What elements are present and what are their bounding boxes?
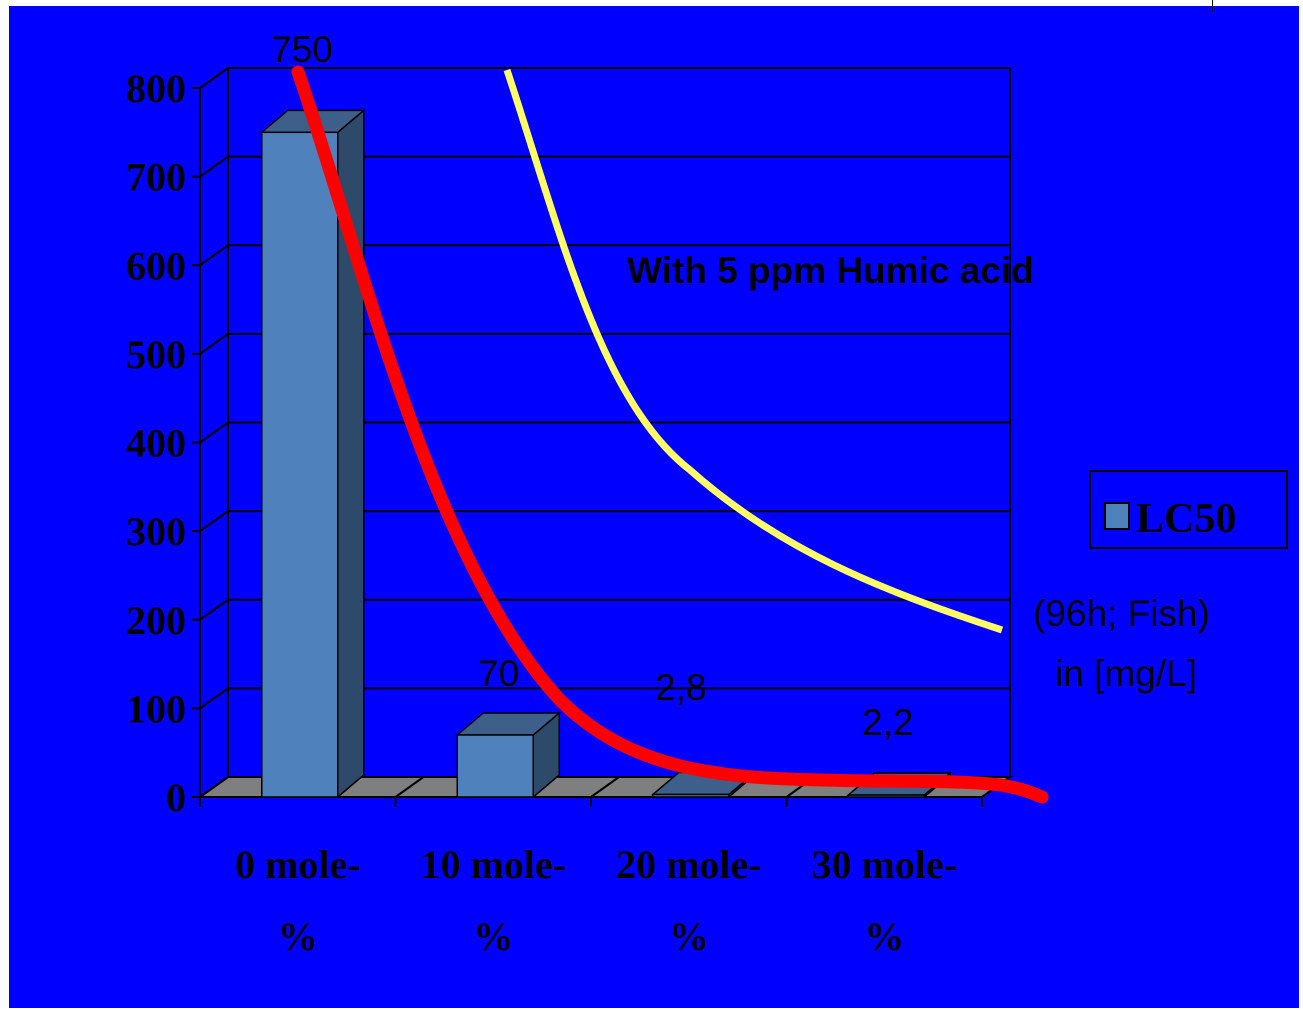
- floor-divider-0: [199, 776, 229, 798]
- unit-annotation-line2: in [mg/L]: [1055, 653, 1197, 694]
- humic-acid-annotation: With 5 ppm Humic acid: [627, 250, 1034, 291]
- floor-divider-2: [590, 776, 620, 798]
- ytick-label-400: 400: [126, 421, 186, 466]
- data-label-2: 2,8: [655, 667, 706, 708]
- bar-front-0: [261, 131, 339, 798]
- xtick-label-1-1: %: [473, 914, 513, 959]
- bar-1: [455, 711, 562, 799]
- slide-edge-mark: [1212, 0, 1213, 12]
- floor-divider-1: [394, 776, 425, 798]
- gridline-side-300: [199, 510, 229, 532]
- ytick-label-300: 300: [126, 509, 186, 554]
- ytick-label-0: 0: [166, 775, 186, 820]
- ytick-label-600: 600: [126, 243, 186, 288]
- xtick-label-0-1: %: [278, 914, 318, 959]
- gridline-side-500: [199, 333, 229, 355]
- bars-layer: [259, 108, 953, 799]
- gridline-side-700: [199, 155, 229, 178]
- x-axis-ticks: 0 mole-% 10 mole-% 20 mole-% 30 mole-%: [235, 842, 957, 959]
- ytick-label-800: 800: [126, 66, 186, 111]
- legend: LC50: [1089, 470, 1288, 549]
- legend-box: [1089, 470, 1288, 549]
- data-label-3: 2,2: [862, 702, 913, 743]
- gridline-side-200: [199, 598, 229, 621]
- red-trend-curve: [291, 65, 1049, 804]
- xtick-label-0-0: 0 mole-: [235, 842, 361, 887]
- gridline-side-100: [199, 687, 229, 710]
- curves-layer: [291, 65, 1049, 804]
- bar-front-3: [847, 794, 925, 798]
- ytick-label-100: 100: [126, 686, 186, 731]
- xtick-label-3-0: 30 mole-: [811, 842, 957, 887]
- xtick-label-2-0: 20 mole-: [616, 842, 762, 887]
- bar-0: [259, 108, 366, 799]
- gridline-side-400: [199, 421, 229, 444]
- gridline-side-800: [199, 67, 229, 89]
- data-label-1: 70: [478, 653, 519, 694]
- chart-background: [9, 6, 1299, 1008]
- yellow-humic-curve: [503, 68, 1004, 634]
- bar-front-1: [456, 734, 534, 798]
- ytick-label-700: 700: [126, 155, 186, 200]
- unit-annotation-line1: (96h; Fish): [1033, 593, 1210, 634]
- ytick-label-500: 500: [126, 332, 186, 377]
- legend-label-lc50: LC50: [1136, 496, 1236, 542]
- legend-swatch-lc50: [1104, 502, 1130, 530]
- data-labels: 750 70 2,8 2,2: [271, 29, 913, 743]
- gridline-side-600: [199, 244, 229, 267]
- xtick-label-1-0: 10 mole-: [420, 842, 566, 887]
- xtick-label-3-1: %: [864, 914, 904, 959]
- y-axis-ticks: 0 100 200 300 400 500 600 700 800: [126, 66, 186, 820]
- bar-front-2: [652, 793, 730, 798]
- data-label-0: 750: [271, 29, 333, 70]
- xtick-label-2-1: %: [669, 914, 709, 959]
- ytick-label-200: 200: [126, 598, 186, 643]
